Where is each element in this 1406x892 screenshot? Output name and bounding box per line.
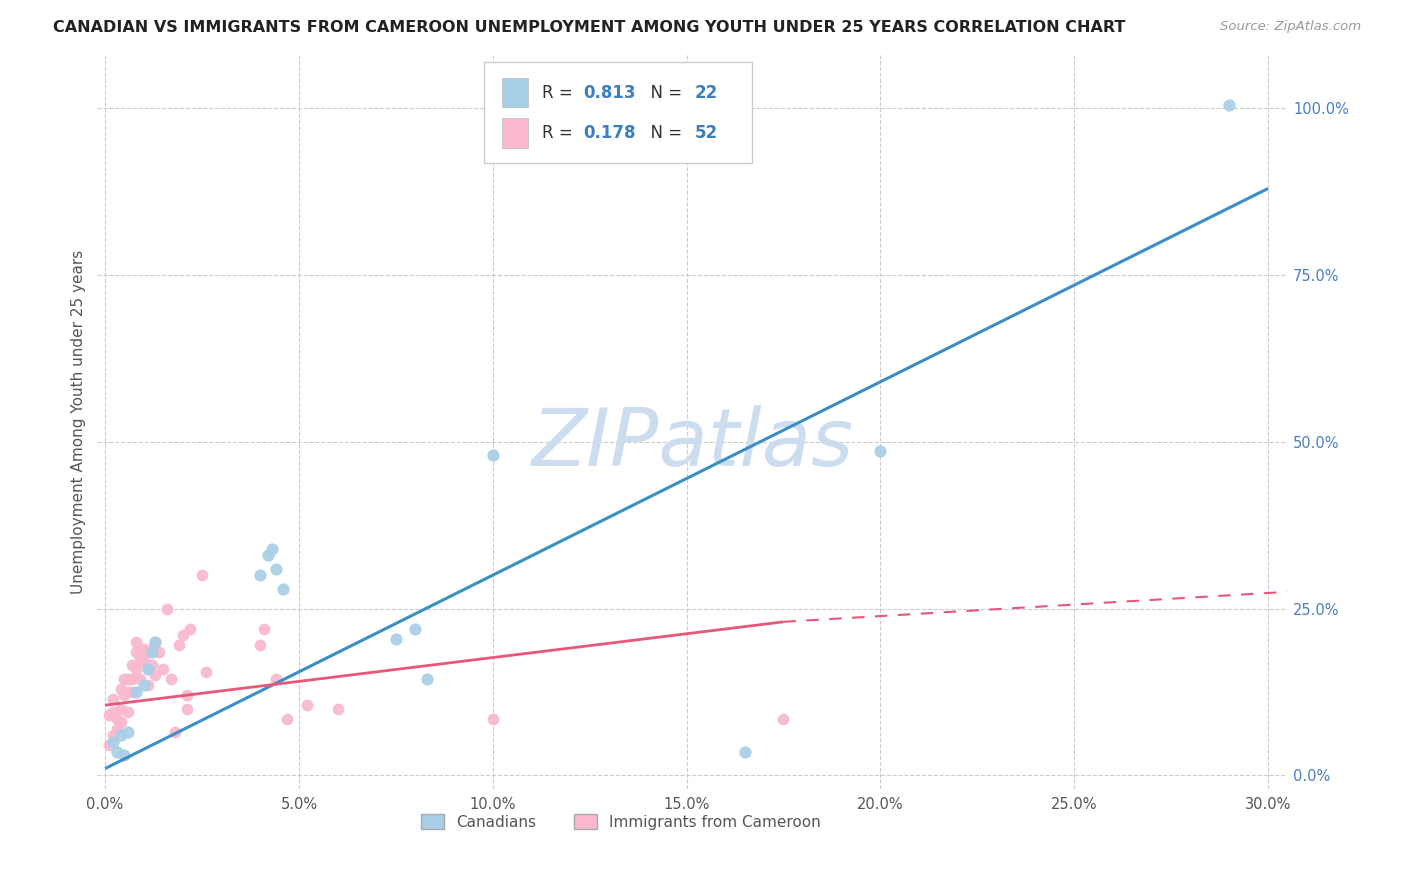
Point [136,661,159,675]
Point [145,635,167,649]
Bar [502,119,529,147]
Point [129,672,152,686]
Point [148,645,170,659]
Point [145,635,167,649]
Point [176,701,198,715]
Text: R =: R = [543,124,578,142]
Point [132,641,155,656]
Point [869,443,891,458]
Point [136,661,159,675]
Point [160,672,183,686]
Point [257,548,280,562]
Point [101,735,124,749]
Point [273,582,295,596]
Point [481,448,503,462]
Point [172,628,194,642]
Text: R =: R = [543,84,578,102]
Point [249,638,271,652]
Point [98,738,121,752]
Point [98,708,121,723]
Text: 0.178: 0.178 [583,124,636,142]
Point [152,661,174,675]
Point [1218,98,1240,112]
Text: 0.813: 0.813 [583,84,636,102]
Bar [502,78,529,107]
Point [125,685,148,699]
Point [163,724,186,739]
Point [121,685,143,699]
Point [105,722,128,736]
Point [110,728,132,742]
Point [117,705,139,719]
Point [117,672,139,686]
Point [110,714,132,729]
Point [121,658,143,673]
Point [481,712,503,726]
Point [167,638,190,652]
Text: Source: ZipAtlas.com: Source: ZipAtlas.com [1220,20,1361,33]
Point [105,745,128,759]
Text: 22: 22 [695,84,718,102]
Point [114,688,136,702]
Point [326,701,349,715]
Point [141,641,163,656]
Text: CANADIAN VS IMMIGRANTS FROM CAMEROON UNEMPLOYMENT AMONG YOUTH UNDER 25 YEARS COR: CANADIAN VS IMMIGRANTS FROM CAMEROON UNE… [53,20,1126,35]
Point [125,661,148,675]
Point [117,685,139,699]
Point [136,678,159,692]
Point [276,712,298,726]
Point [114,748,136,763]
Point [132,678,155,692]
Point [110,701,132,715]
Point [114,672,136,686]
Point [141,658,163,673]
Point [156,601,179,615]
Text: 52: 52 [695,124,718,142]
Point [101,691,124,706]
Legend: Canadians, Immigrants from Cameroon: Canadians, Immigrants from Cameroon [415,807,827,836]
Point [121,672,143,686]
Point [249,568,271,582]
Y-axis label: Unemployment Among Youth under 25 years: Unemployment Among Youth under 25 years [72,250,86,594]
Point [253,622,276,636]
Point [191,568,214,582]
Point [179,622,201,636]
Point [772,712,794,726]
Point [295,698,318,713]
Point [136,645,159,659]
Text: N =: N = [640,124,688,142]
Point [264,561,287,575]
Point [101,705,124,719]
Point [145,668,167,682]
Point [264,672,287,686]
Point [176,688,198,702]
Point [385,632,408,646]
Point [125,635,148,649]
Point [132,655,155,669]
Point [260,541,283,556]
Text: ZIPatlas: ZIPatlas [531,405,853,483]
Point [117,724,139,739]
FancyBboxPatch shape [484,62,752,163]
Point [194,665,217,679]
Point [734,745,756,759]
Point [101,728,124,742]
Point [129,651,152,665]
Point [416,672,439,686]
Point [125,645,148,659]
Point [141,645,163,659]
Point [105,712,128,726]
Text: N =: N = [640,84,688,102]
Point [404,622,426,636]
Point [110,681,132,696]
